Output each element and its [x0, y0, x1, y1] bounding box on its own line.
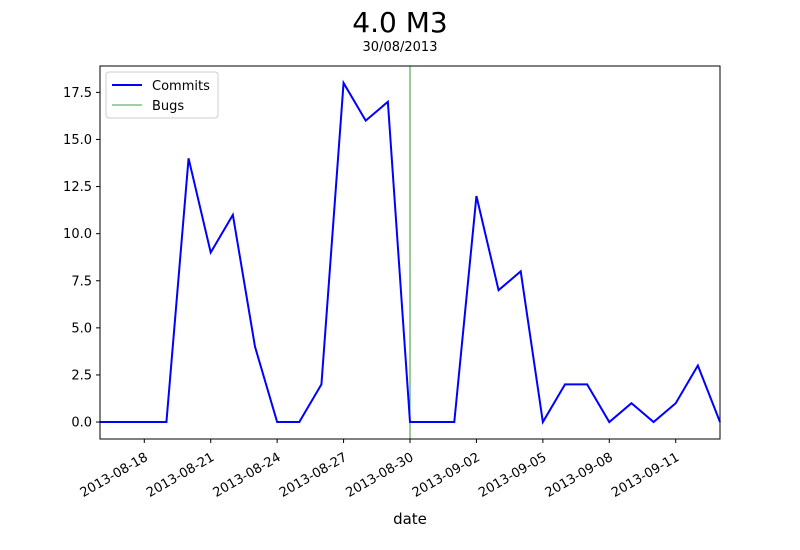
- chart-subtitle: 30/08/2013: [362, 40, 438, 55]
- plot-layer: [100, 66, 721, 439]
- y-tick-label: 2.5: [71, 368, 92, 383]
- x-tick-label: 2013-08-30: [343, 450, 416, 501]
- y-tick-label: 15.0: [63, 133, 92, 148]
- x-tick-label: 2013-08-27: [277, 450, 350, 501]
- legend: Commits Bugs: [105, 71, 219, 119]
- y-tick-label: 17.5: [63, 86, 92, 101]
- x-tick-label: 2013-09-02: [410, 450, 483, 501]
- y-axis: 0.0 2.5 5.0 7.5 10.0 12.5 15.0 17.5: [63, 86, 100, 431]
- y-tick-label: 5.0: [71, 321, 92, 336]
- y-tick-label: 7.5: [71, 274, 92, 289]
- y-tick-label: 12.5: [63, 180, 92, 195]
- x-tick-label: 2013-08-24: [211, 450, 284, 501]
- legend-box: [105, 71, 219, 119]
- x-axis-label: date: [393, 510, 427, 528]
- x-tick-label: 2013-08-21: [144, 450, 217, 501]
- chart-title: 4.0 M3: [352, 6, 448, 39]
- x-tick-label: 2013-09-05: [476, 450, 549, 501]
- x-tick-label: 2013-09-11: [609, 450, 682, 501]
- y-tick-label: 10.0: [63, 227, 92, 242]
- plot-frame: [99, 65, 721, 440]
- x-tick-label: 2013-09-08: [543, 450, 616, 501]
- x-tick-label: 2013-08-18: [78, 450, 151, 501]
- legend-bugs-label: Bugs: [152, 99, 184, 114]
- x-axis: 2013-08-182013-08-212013-08-242013-08-27…: [78, 439, 682, 501]
- series-line-commits: [100, 79, 721, 426]
- legend-commits-label: Commits: [152, 79, 210, 94]
- y-tick-label: 0.0: [71, 416, 92, 431]
